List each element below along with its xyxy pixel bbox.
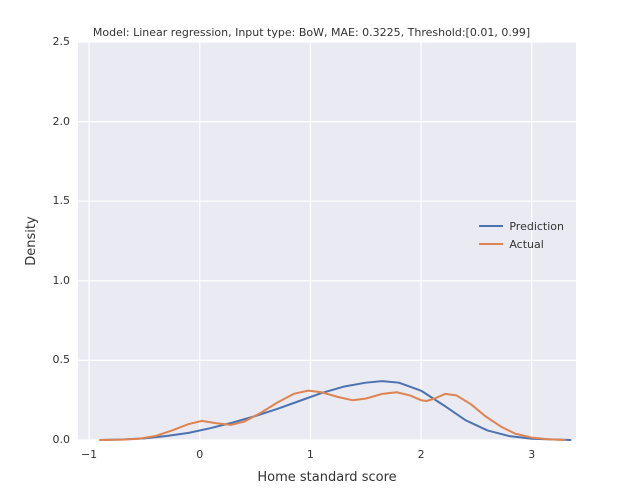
legend-swatch <box>479 243 503 245</box>
legend-swatch <box>479 225 503 227</box>
x-tick-label: 3 <box>517 448 547 461</box>
y-tick-label: 2.0 <box>53 115 71 128</box>
legend-label: Actual <box>509 238 543 251</box>
y-tick-label: 0.5 <box>53 353 71 366</box>
legend-item: Actual <box>479 235 564 253</box>
y-tick-label: 0.0 <box>53 433 71 446</box>
y-tick-label: 2.5 <box>53 35 71 48</box>
x-tick-label: −1 <box>74 448 104 461</box>
x-tick-label: 0 <box>185 448 215 461</box>
x-tick-label: 1 <box>295 448 325 461</box>
legend-item: Prediction <box>479 217 564 235</box>
legend: Prediction Actual <box>479 217 564 253</box>
y-tick-label: 1.0 <box>53 274 71 287</box>
y-tick-label: 1.5 <box>53 194 71 207</box>
legend-label: Prediction <box>509 220 564 233</box>
x-tick-label: 2 <box>406 448 436 461</box>
figure: Model: Linear regression, Input type: Bo… <box>0 0 623 500</box>
